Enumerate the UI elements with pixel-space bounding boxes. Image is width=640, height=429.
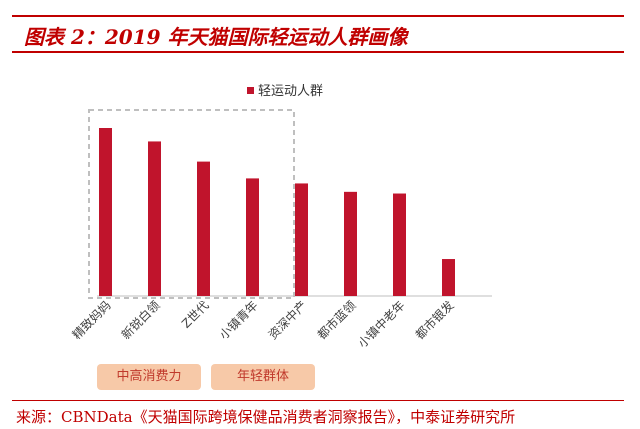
bar-5 [295, 183, 308, 296]
tag-young-group: 年轻群体 [211, 364, 315, 390]
tag-high-spending: 中高消费力 [97, 364, 201, 390]
highlight-group-box [88, 109, 295, 299]
bar-7 [393, 193, 406, 296]
x-tick-label-3: Z世代 [179, 298, 212, 331]
x-tick-label-7: 小镇中老年 [355, 298, 408, 351]
bar-2 [148, 141, 161, 296]
page-title: 图表 2：2019 年天猫国际轻运动人群画像 [24, 25, 408, 49]
x-tick-label-1: 精致妈妈 [70, 298, 114, 342]
x-tick-label-2: 新锐白领 [118, 298, 163, 343]
x-tick-label-6: 都市蓝领 [314, 298, 359, 343]
source-note: 来源：CBNData《天猫国际跨境保健品消费者洞察报告》，中泰证券研究所 [16, 408, 516, 426]
footer-rule [12, 400, 624, 401]
header-rule-bottom [12, 51, 624, 53]
header-rule-top [12, 15, 624, 17]
bar-3 [197, 161, 210, 296]
bar-1 [99, 128, 112, 296]
legend-label: 轻运动人群 [258, 84, 323, 99]
x-tick-label-4: 小镇青年 [217, 298, 261, 342]
x-tick-label-8: 都市银发 [412, 298, 457, 343]
bar-8 [442, 259, 455, 296]
legend-swatch [247, 87, 254, 94]
bar-4 [246, 178, 259, 296]
bar-6 [344, 191, 357, 296]
x-tick-label-5: 资深中产 [265, 298, 310, 343]
